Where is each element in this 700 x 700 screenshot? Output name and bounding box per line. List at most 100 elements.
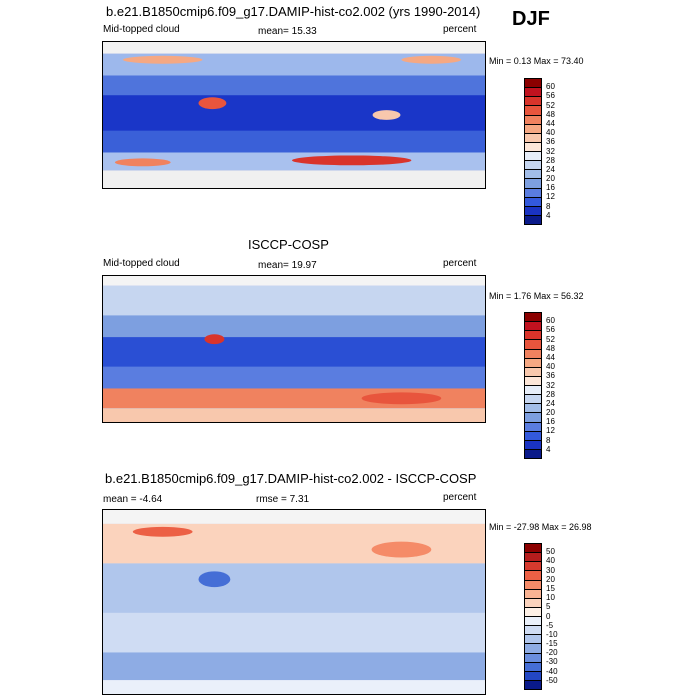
colorbar-segment	[525, 421, 541, 431]
colorbar-segment	[525, 141, 541, 151]
panel2-title: ISCCP-COSP	[248, 237, 329, 252]
colorbar-level-label: 60	[546, 82, 555, 92]
colorbar-level-label: 12	[546, 192, 555, 202]
season-label: DJF	[512, 8, 550, 30]
colorbar-level-label: 48	[546, 343, 555, 353]
colorbar-segment	[525, 169, 541, 179]
colorbar-segment	[525, 579, 541, 589]
colorbar-level-label: -40	[546, 666, 558, 676]
colorbar-segment	[525, 375, 541, 385]
colorbar-segment	[525, 87, 541, 97]
panel2-units: percent	[443, 258, 477, 269]
colorbar-segment	[525, 439, 541, 449]
colorbar-segment	[525, 214, 541, 224]
colorbar-level-label: 40	[546, 128, 555, 138]
colorbar-level-label: 24	[546, 398, 555, 408]
colorbar-level-label: 20	[546, 174, 555, 184]
colorbar-level-label: 56	[546, 91, 555, 101]
colorbar-segment	[525, 597, 541, 607]
panel1-colorbar	[524, 78, 542, 225]
colorbar-segment	[525, 661, 541, 671]
colorbar-level-label: 28	[546, 389, 555, 399]
colorbar-level-label: 44	[546, 118, 555, 128]
colorbar-segment	[525, 652, 541, 662]
colorbar-level-label: -5	[546, 620, 554, 630]
colorbar-level-label: -50	[546, 675, 558, 685]
colorbar-level-label: 36	[546, 371, 555, 381]
colorbar-segment	[525, 552, 541, 562]
colorbar-segment	[525, 321, 541, 331]
colorbar-segment	[525, 385, 541, 395]
colorbar-level-label: -30	[546, 657, 558, 667]
colorbar-level-label: 12	[546, 426, 555, 436]
panel1-units: percent	[443, 24, 477, 35]
colorbar-level-label: 16	[546, 417, 555, 427]
colorbar-level-label: 30	[546, 565, 555, 575]
colorbar-segment	[525, 588, 541, 598]
colorbar-level-label: 15	[546, 583, 555, 593]
panel3-mean: mean = -4.64	[103, 494, 163, 505]
colorbar-segment	[525, 96, 541, 106]
colorbar-level-label: 16	[546, 183, 555, 193]
colorbar-level-label: 36	[546, 137, 555, 147]
colorbar-level-label: 4	[546, 210, 551, 220]
colorbar-level-label: 40	[546, 556, 555, 566]
colorbar-segment	[525, 625, 541, 635]
panel3-colorbar	[524, 543, 542, 690]
colorbar-level-label: -10	[546, 629, 558, 639]
colorbar-segment	[525, 187, 541, 197]
colorbar-level-label: 5	[546, 602, 551, 612]
colorbar-level-label: 52	[546, 334, 555, 344]
colorbar-segment	[525, 132, 541, 142]
colorbar-segment	[525, 313, 541, 322]
colorbar-segment	[525, 79, 541, 88]
colorbar-segment	[525, 394, 541, 404]
colorbar-segment	[525, 670, 541, 680]
colorbar-level-label: -15	[546, 639, 558, 649]
colorbar-level-label: 0	[546, 611, 551, 621]
panel3-units: percent	[443, 492, 477, 503]
panel1-title: b.e21.B1850cmip6.f09_g17.DAMIP-hist-co2.…	[106, 4, 481, 19]
colorbar-level-label: 44	[546, 352, 555, 362]
colorbar-segment	[525, 643, 541, 653]
panel1-map	[102, 41, 486, 189]
colorbar-segment	[525, 339, 541, 349]
colorbar-segment	[525, 114, 541, 124]
panel2-minmax: Min = 1.76 Max = 56.32	[489, 291, 584, 301]
panel3-map	[102, 509, 486, 695]
colorbar-segment	[525, 205, 541, 215]
panel1-mean: mean= 15.33	[258, 26, 317, 37]
colorbar-segment	[525, 570, 541, 580]
colorbar-segment	[525, 105, 541, 115]
colorbar-level-label: 28	[546, 155, 555, 165]
panel1-minmax: Min = 0.13 Max = 73.40	[489, 56, 584, 66]
colorbar-level-label: 20	[546, 408, 555, 418]
colorbar-segment	[525, 561, 541, 571]
colorbar-level-label: -20	[546, 648, 558, 658]
colorbar-level-label: 32	[546, 146, 555, 156]
colorbar-level-label: 8	[546, 201, 551, 211]
colorbar-level-label: 32	[546, 380, 555, 390]
colorbar-segment	[525, 160, 541, 170]
panel3-title: b.e21.B1850cmip6.f09_g17.DAMIP-hist-co2.…	[105, 471, 477, 486]
panel2-colorbar	[524, 312, 542, 459]
panel3-minmax: Min = -27.98 Max = 26.98	[489, 522, 592, 532]
panel3-rmse: rmse = 7.31	[256, 494, 310, 505]
colorbar-level-label: 60	[546, 316, 555, 326]
colorbar-level-label: 10	[546, 593, 555, 603]
colorbar-segment	[525, 357, 541, 367]
colorbar-level-label: 50	[546, 547, 555, 557]
panel2-mean: mean= 19.97	[258, 260, 317, 271]
colorbar-segment	[525, 679, 541, 689]
colorbar-segment	[525, 448, 541, 458]
colorbar-level-label: 40	[546, 362, 555, 372]
colorbar-segment	[525, 366, 541, 376]
colorbar-segment	[525, 544, 541, 553]
colorbar-segment	[525, 196, 541, 206]
colorbar-segment	[525, 634, 541, 644]
colorbar-level-label: 24	[546, 164, 555, 174]
colorbar-segment	[525, 412, 541, 422]
colorbar-segment	[525, 606, 541, 616]
colorbar-segment	[525, 348, 541, 358]
panel2-map	[102, 275, 486, 423]
